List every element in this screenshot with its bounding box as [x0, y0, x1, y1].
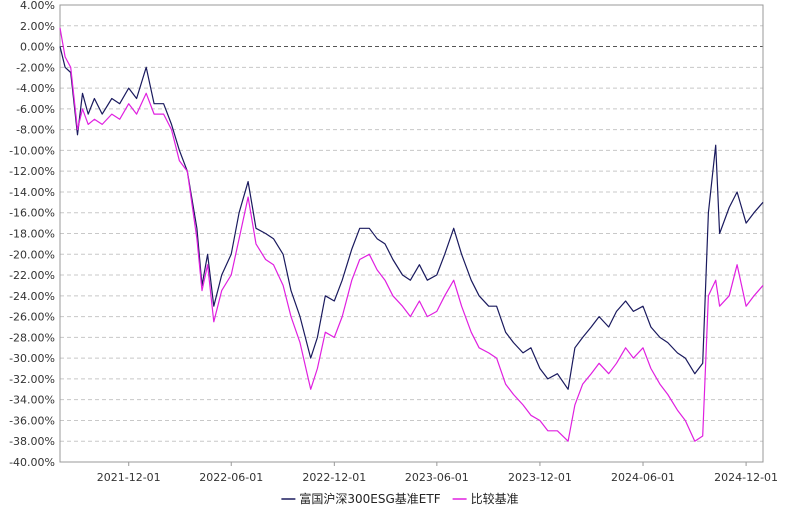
y-tick-label: -40.00%	[9, 456, 55, 469]
y-tick-label: -36.00%	[9, 414, 55, 427]
y-tick-label: -6.00%	[16, 103, 55, 116]
x-tick-label: 2023-06-01	[405, 471, 469, 484]
y-tick-label: -4.00%	[16, 82, 55, 95]
x-tick-label: 2023-12-01	[508, 471, 572, 484]
series-layer	[59, 27, 764, 442]
y-tick-label: 0.00%	[20, 41, 55, 54]
series-line-1	[59, 46, 764, 390]
y-tick-label: -10.00%	[9, 144, 55, 157]
legend-item-2: 比较基准	[452, 491, 519, 506]
y-tick-label: -22.00%	[9, 269, 55, 282]
legend-label: 比较基准	[471, 491, 519, 506]
y-tick-label: -12.00%	[9, 165, 55, 178]
y-tick-label: -2.00%	[16, 61, 55, 74]
y-tick-label: -8.00%	[16, 124, 55, 137]
legend-item-1: 富国沪深300ESG基准ETF	[281, 491, 441, 506]
y-tick-label: -20.00%	[9, 248, 55, 261]
y-tick-label: -28.00%	[9, 331, 55, 344]
y-tick-label: -18.00%	[9, 228, 55, 241]
plot-frame	[59, 4, 764, 463]
x-tick-label: 2024-06-01	[611, 471, 675, 484]
y-tick-label: -14.00%	[9, 186, 55, 199]
x-tick-label: 2022-12-01	[302, 471, 366, 484]
y-tick-label: -32.00%	[9, 373, 55, 386]
y-tick-label: -38.00%	[9, 435, 55, 448]
x-tick-label: 2024-12-01	[714, 471, 778, 484]
y-tick-label: -16.00%	[9, 207, 55, 220]
legend: 富国沪深300ESG基准ETF 比较基准	[281, 491, 519, 506]
y-tick-label: -24.00%	[9, 290, 55, 303]
y-axis: 4.00% 2.00% 0.00% -2.00% -4.00% -6.00% -8.00% -…	[9, 0, 55, 469]
y-tick-label: 2.00%	[20, 20, 55, 33]
legend-label: 富国沪深300ESG基准ETF	[299, 491, 440, 506]
grid-layer	[60, 4, 763, 463]
y-tick-label: 4.00%	[20, 0, 55, 12]
x-tick-label: 2022-06-01	[199, 471, 263, 484]
series-line-2	[59, 27, 764, 442]
y-tick-label: -34.00%	[9, 394, 55, 407]
y-tick-label: -26.00%	[9, 311, 55, 324]
x-tick-label: 2021-12-01	[97, 471, 161, 484]
x-axis: 2021-12-01 2022-06-01 2022-12-01 2023-06-01…	[97, 462, 778, 484]
y-tick-label: -30.00%	[9, 352, 55, 365]
